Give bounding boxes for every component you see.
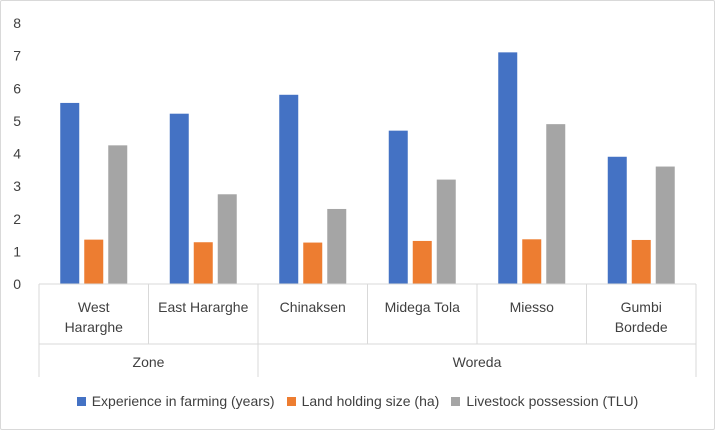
legend-swatch [286, 396, 296, 406]
bar [436, 179, 456, 284]
bar [193, 242, 213, 284]
y-tick-label: 7 [13, 48, 21, 64]
category-label: Miesso [510, 299, 555, 315]
bar [546, 124, 566, 284]
category-label: Hararghe [65, 319, 124, 335]
bar [607, 156, 627, 284]
category-label: Bordede [615, 319, 668, 335]
y-tick-label: 3 [13, 178, 21, 194]
bar [303, 242, 323, 284]
bar [279, 94, 299, 284]
bar [84, 239, 104, 284]
y-tick-label: 8 [13, 15, 21, 31]
legend-swatch [451, 396, 461, 406]
bar [655, 166, 675, 284]
y-tick-label: 0 [13, 276, 21, 292]
legend-label: Livestock possession (TLU) [466, 393, 639, 409]
bar-chart: 0 1 2 3 4 5 6 7 8 West Hararghe East Hararghe Chinak… [13, 15, 697, 377]
y-tick-label: 4 [13, 146, 21, 162]
category-label: Gumbi [621, 299, 662, 315]
category-label: West [78, 299, 110, 315]
y-tick-label: 2 [13, 211, 21, 227]
bar [60, 102, 80, 285]
legend-item: Experience in farming (years) [76, 393, 275, 409]
bar [217, 194, 237, 284]
bar [498, 52, 518, 284]
y-tick-label: 5 [13, 113, 21, 129]
y-tick-label: 6 [13, 80, 21, 96]
bar [108, 145, 128, 284]
bar [327, 208, 347, 284]
legend-item: Land holding size (ha) [286, 393, 440, 409]
legend: Experience in farming (years) Land holdin… [1, 393, 714, 409]
y-tick-label: 1 [13, 243, 21, 259]
legend-label: Land holding size (ha) [301, 393, 440, 409]
bar [631, 239, 651, 284]
legend-item: Livestock possession (TLU) [451, 393, 638, 409]
legend-label: Experience in farming (years) [91, 393, 275, 409]
category-label: East Hararghe [158, 299, 248, 315]
category-label: Midega Tola [385, 299, 460, 315]
group-label: Zone [133, 354, 165, 370]
group-label: Woreda [453, 354, 502, 370]
bar [522, 239, 542, 284]
bar [388, 130, 408, 284]
legend-swatch [76, 396, 86, 406]
bar [169, 113, 189, 284]
bar [412, 240, 432, 284]
category-label: Chinaksen [280, 299, 346, 315]
